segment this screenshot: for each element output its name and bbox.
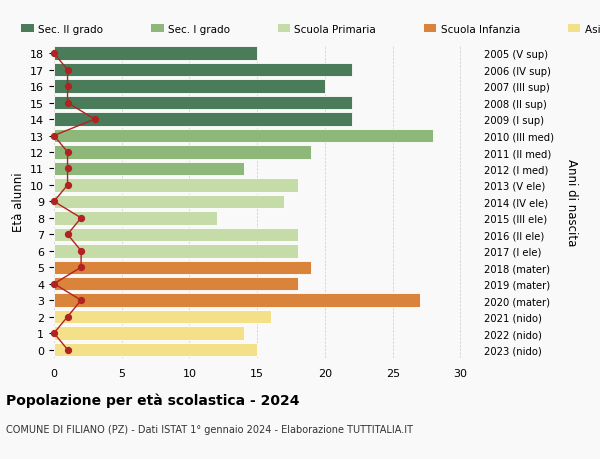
Point [76, 247, 86, 255]
Bar [54, 129, 433, 143]
Text: Popolazione per età scolastica - 2024: Popolazione per età scolastica - 2024 [6, 392, 299, 407]
Point [49, 50, 59, 58]
Bar [54, 310, 271, 324]
Point [63, 67, 73, 74]
Point [49, 133, 59, 140]
Point [63, 100, 73, 107]
Point [63, 149, 73, 157]
Text: COMUNE DI FILIANO (PZ) - Dati ISTAT 1° gennaio 2024 - Elaborazione TUTTITALIA.IT: COMUNE DI FILIANO (PZ) - Dati ISTAT 1° g… [6, 425, 413, 435]
Bar [54, 277, 298, 291]
Bar [54, 294, 420, 307]
Point [49, 198, 59, 206]
Legend: Sec. II grado, Sec. I grado, Scuola Primaria, Scuola Infanzia, Asilo Nido, Stran: Sec. II grado, Sec. I grado, Scuola Prim… [22, 24, 600, 34]
Bar [54, 64, 352, 77]
Point [49, 330, 59, 337]
Bar [54, 327, 244, 340]
Bar [54, 228, 298, 241]
Bar [54, 195, 284, 209]
Bar [54, 47, 257, 61]
Point [63, 346, 73, 353]
Point [63, 83, 73, 90]
Bar [54, 146, 311, 159]
Point [90, 116, 100, 123]
Y-axis label: Età alunni: Età alunni [11, 172, 25, 232]
Point [49, 280, 59, 288]
Bar [54, 261, 311, 274]
Point [63, 182, 73, 189]
Point [76, 215, 86, 222]
Bar [54, 80, 325, 94]
Point [63, 231, 73, 239]
Point [76, 264, 86, 271]
Bar [54, 212, 217, 225]
Point [63, 313, 73, 321]
Bar [54, 245, 298, 258]
Bar [54, 162, 244, 176]
Point [76, 297, 86, 304]
Bar [54, 179, 298, 192]
Bar [54, 97, 352, 110]
Y-axis label: Anni di nascita: Anni di nascita [565, 158, 578, 246]
Bar [54, 343, 257, 357]
Bar [54, 113, 352, 127]
Point [63, 165, 73, 173]
